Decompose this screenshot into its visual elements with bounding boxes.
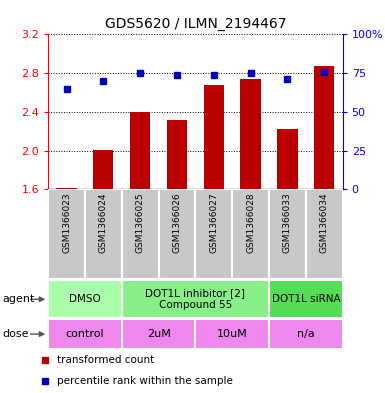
Text: agent: agent: [2, 294, 34, 304]
Text: control: control: [65, 329, 104, 339]
Bar: [314, 66, 334, 189]
Text: n/a: n/a: [297, 329, 315, 339]
Bar: [48, 280, 122, 318]
Text: GSM1366026: GSM1366026: [172, 192, 181, 253]
Text: GSM1366034: GSM1366034: [320, 192, 329, 253]
Text: 2uM: 2uM: [147, 329, 171, 339]
Bar: [48, 319, 122, 349]
Text: GSM1366033: GSM1366033: [283, 192, 292, 253]
Bar: [195, 319, 269, 349]
Bar: [159, 189, 195, 279]
Text: DMSO: DMSO: [69, 294, 101, 304]
Bar: [130, 112, 150, 189]
Bar: [93, 150, 114, 189]
Bar: [122, 280, 269, 318]
Text: GSM1366023: GSM1366023: [62, 192, 71, 253]
Bar: [167, 120, 187, 189]
Text: 10uM: 10uM: [217, 329, 248, 339]
Text: GSM1366028: GSM1366028: [246, 192, 255, 253]
Text: GSM1366025: GSM1366025: [136, 192, 145, 253]
Bar: [195, 189, 232, 279]
Text: GSM1366024: GSM1366024: [99, 192, 108, 253]
Bar: [241, 79, 261, 189]
Text: dose: dose: [2, 329, 28, 339]
Bar: [232, 189, 269, 279]
Bar: [269, 319, 343, 349]
Bar: [269, 189, 306, 279]
Text: DOT1L inhibitor [2]
Compound 55: DOT1L inhibitor [2] Compound 55: [146, 288, 245, 310]
Bar: [57, 187, 77, 189]
Bar: [48, 189, 85, 279]
Bar: [122, 189, 159, 279]
Text: percentile rank within the sample: percentile rank within the sample: [57, 376, 233, 386]
Bar: [85, 189, 122, 279]
Title: GDS5620 / ILMN_2194467: GDS5620 / ILMN_2194467: [105, 17, 286, 31]
Text: GSM1366027: GSM1366027: [209, 192, 218, 253]
Bar: [306, 189, 343, 279]
Bar: [269, 280, 343, 318]
Bar: [277, 129, 298, 189]
Bar: [204, 85, 224, 189]
Bar: [122, 319, 195, 349]
Text: DOT1L siRNA: DOT1L siRNA: [271, 294, 340, 304]
Text: transformed count: transformed count: [57, 355, 154, 365]
